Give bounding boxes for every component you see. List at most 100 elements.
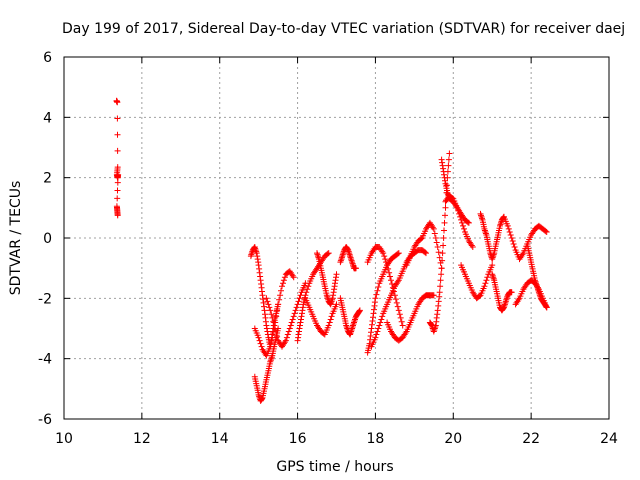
data-point — [283, 334, 290, 341]
data-point — [388, 277, 394, 284]
data-point — [483, 277, 490, 284]
data-point — [442, 212, 448, 219]
data-point — [385, 265, 392, 272]
data-point — [287, 322, 294, 329]
data-point — [394, 250, 401, 257]
data-point — [457, 213, 464, 220]
data-point — [255, 334, 262, 341]
data-point — [511, 244, 518, 250]
data-point — [377, 319, 384, 326]
data-point — [397, 314, 404, 321]
data-point — [264, 298, 271, 305]
data-point — [333, 271, 340, 278]
data-point — [305, 283, 312, 290]
data-point — [392, 296, 399, 303]
x-tick-label: 20 — [444, 431, 462, 447]
y-tick-label: -6 — [38, 412, 52, 428]
data-point — [441, 219, 448, 226]
data-point — [442, 204, 449, 211]
data-point — [114, 179, 121, 186]
data-point — [382, 256, 389, 263]
data-point — [114, 115, 121, 122]
data-point — [291, 310, 298, 317]
data-point — [508, 235, 515, 241]
data-point — [460, 222, 466, 229]
data-point — [274, 333, 281, 340]
data-point — [440, 235, 447, 241]
data-point — [263, 295, 270, 302]
data-point — [257, 340, 264, 347]
data-point — [439, 257, 446, 264]
data-point — [353, 265, 359, 272]
data-point — [288, 319, 295, 326]
data-point — [324, 250, 331, 257]
y-tick-label: 6 — [43, 50, 52, 66]
data-point — [469, 244, 476, 250]
y-tick-labels: -6 -4 -2 0 2 4 6 — [38, 50, 52, 428]
data-point — [509, 238, 516, 244]
data-point — [482, 280, 489, 287]
x-tick-label: 18 — [367, 431, 385, 447]
data-point — [441, 227, 447, 234]
data-point — [289, 316, 296, 323]
y-tick-label: 4 — [43, 110, 52, 126]
data-point — [267, 307, 274, 314]
data-point — [304, 286, 311, 293]
data-point — [333, 301, 340, 308]
data-point — [266, 304, 273, 311]
data-point — [418, 235, 425, 242]
y-tick-label: 2 — [43, 171, 52, 187]
data-point — [383, 259, 390, 266]
data-point — [445, 162, 452, 169]
y-tick-label: 0 — [43, 231, 52, 247]
data-point — [440, 242, 447, 249]
data-point — [430, 292, 437, 299]
data-point — [387, 273, 393, 280]
data-point — [280, 280, 286, 287]
data-point — [356, 307, 363, 314]
data-point — [395, 250, 402, 257]
data-point — [270, 318, 277, 325]
data-point — [434, 244, 441, 250]
data-point — [290, 274, 297, 281]
data-point — [446, 150, 453, 157]
data-point — [376, 322, 383, 329]
data-point — [386, 269, 393, 276]
data-point — [422, 249, 429, 256]
data-point — [325, 322, 332, 329]
data-point — [438, 265, 445, 272]
data-point — [395, 307, 402, 314]
data-point — [328, 313, 335, 320]
data-point — [256, 337, 263, 344]
data-point — [276, 296, 283, 303]
data-point — [275, 301, 282, 308]
data-point — [372, 295, 379, 302]
data-point — [394, 303, 401, 310]
data-point — [294, 301, 301, 308]
data-point — [279, 283, 285, 290]
data-point — [273, 313, 280, 320]
data-point — [269, 334, 276, 341]
data-point — [430, 225, 437, 232]
x-tick-label: 10 — [55, 431, 73, 447]
data-point — [373, 331, 380, 338]
data-point — [543, 229, 550, 235]
y-tick-label: -4 — [38, 352, 52, 368]
data-point — [278, 287, 284, 294]
x-tick-labels: 10 12 14 16 18 20 22 24 — [55, 431, 618, 447]
data-point — [378, 316, 385, 323]
data-point — [286, 325, 293, 332]
data-point — [379, 313, 386, 320]
data-point — [295, 298, 302, 305]
data-point — [114, 212, 121, 219]
data-point — [290, 313, 297, 320]
data-point — [114, 99, 121, 106]
data-point — [271, 322, 278, 329]
data-point — [282, 337, 289, 344]
data-point — [445, 156, 452, 163]
x-axis-label: GPS time / hours — [276, 459, 393, 475]
data-point — [273, 330, 280, 336]
data-point — [432, 235, 439, 241]
data-point — [296, 295, 303, 302]
